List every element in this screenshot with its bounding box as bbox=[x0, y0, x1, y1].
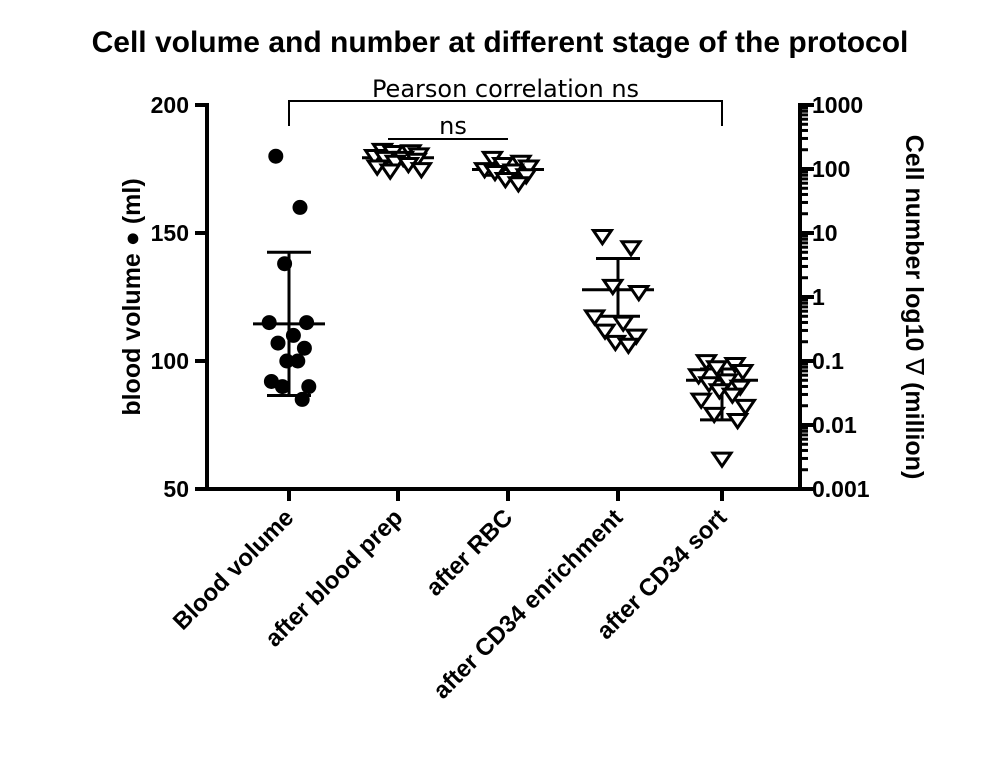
data-marks bbox=[253, 142, 758, 469]
right-tick-label: 1 bbox=[812, 284, 825, 310]
data-point bbox=[268, 148, 284, 164]
right-axis-title: Cell number log10 ∇ (million) bbox=[900, 135, 929, 480]
data-point bbox=[616, 337, 641, 356]
left-tick-label: 200 bbox=[151, 92, 189, 118]
data-point bbox=[290, 353, 306, 369]
data-point bbox=[299, 315, 315, 331]
series-1 bbox=[253, 148, 325, 407]
series-5 bbox=[686, 354, 758, 469]
x-tick-label: after CD34 enrichment bbox=[428, 504, 628, 704]
data-point bbox=[624, 328, 649, 346]
data-point bbox=[626, 285, 651, 303]
significance-bracket: Pearson correlation ns bbox=[288, 75, 723, 126]
data-point bbox=[689, 392, 714, 410]
data-point bbox=[506, 176, 531, 194]
data-point bbox=[270, 335, 286, 351]
data-point bbox=[619, 240, 643, 258]
right-tick-label: 0.001 bbox=[812, 476, 870, 502]
right-tick-label: 0.1 bbox=[812, 348, 844, 374]
data-point bbox=[600, 278, 625, 297]
data-point bbox=[730, 364, 755, 382]
data-point bbox=[294, 391, 310, 407]
data-point bbox=[292, 199, 308, 215]
left-tick-label: 150 bbox=[151, 220, 189, 246]
bracket-label: ns bbox=[439, 112, 467, 140]
series-4 bbox=[582, 229, 654, 356]
chart-title: Cell volume and number at different stag… bbox=[92, 26, 909, 59]
axes bbox=[195, 103, 814, 501]
right-tick-label: 0.01 bbox=[812, 412, 857, 438]
data-point bbox=[590, 229, 615, 247]
data-point bbox=[733, 398, 758, 417]
data-point bbox=[702, 406, 727, 425]
series-2 bbox=[362, 142, 434, 181]
x-tick-label: after RBC bbox=[421, 504, 518, 601]
left-tick-label: 50 bbox=[163, 476, 189, 502]
data-point bbox=[301, 379, 317, 395]
series-3 bbox=[472, 150, 544, 194]
significance-bracket: ns bbox=[388, 112, 508, 140]
data-point bbox=[720, 387, 745, 405]
right-tick-label: 10 bbox=[812, 220, 838, 246]
bracket-line bbox=[288, 100, 723, 126]
right-tick-label: 100 bbox=[812, 156, 850, 182]
data-point bbox=[593, 323, 617, 341]
bracket-label: Pearson correlation ns bbox=[372, 75, 639, 103]
left-axis-title: blood volume ● (ml) bbox=[118, 178, 146, 415]
data-point bbox=[582, 309, 607, 327]
data-point bbox=[277, 256, 293, 272]
data-point bbox=[704, 360, 729, 378]
data-point bbox=[710, 451, 734, 469]
data-point bbox=[378, 163, 403, 181]
right-tick-label: 1000 bbox=[812, 92, 863, 118]
data-point bbox=[725, 413, 750, 431]
data-point bbox=[296, 340, 312, 356]
data-point bbox=[279, 353, 295, 369]
data-point bbox=[274, 379, 290, 395]
data-point bbox=[409, 162, 434, 180]
data-point bbox=[261, 315, 277, 331]
data-point bbox=[611, 315, 636, 333]
annotations: Pearson correlation ns ns bbox=[288, 75, 723, 140]
data-point bbox=[285, 327, 301, 343]
left-tick-label: 100 bbox=[151, 348, 189, 374]
